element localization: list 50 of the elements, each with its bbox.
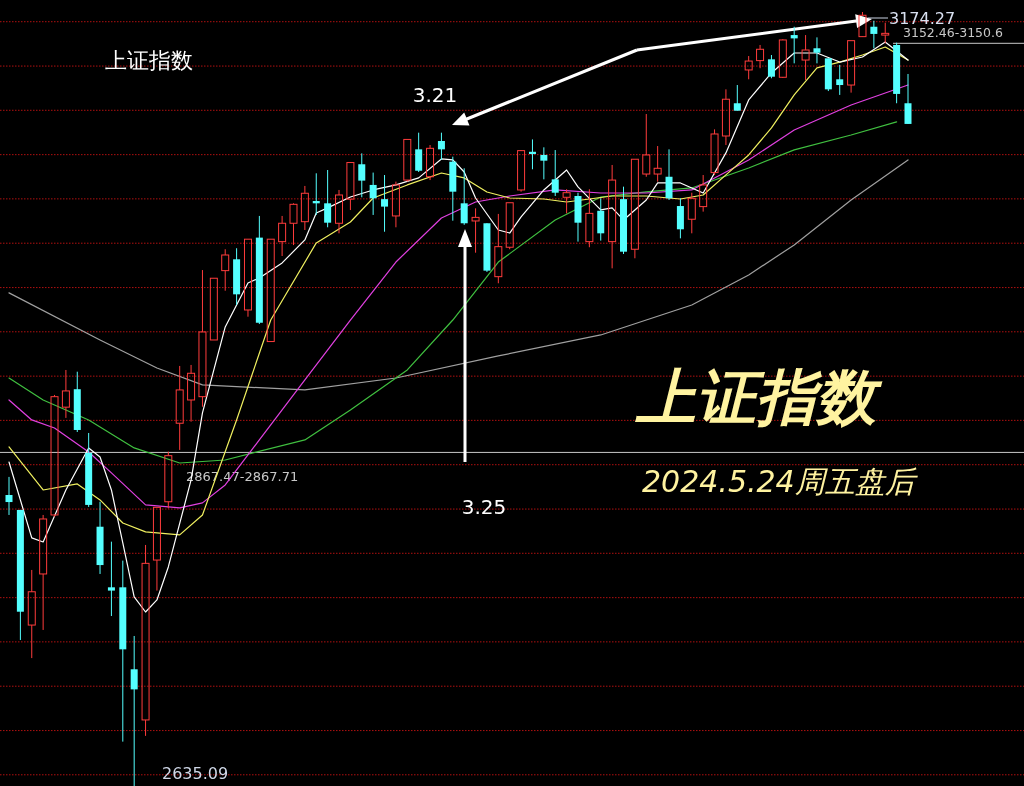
candlestick xyxy=(391,181,400,228)
candlestick xyxy=(813,36,821,64)
candlestick xyxy=(551,149,559,197)
candlestick xyxy=(904,73,912,125)
candlestick xyxy=(801,34,810,81)
candlestick xyxy=(278,215,287,257)
candlestick xyxy=(540,146,548,180)
candlestick xyxy=(5,476,13,516)
ref-line-label: 3152.46-3150.6 xyxy=(903,25,1003,41)
annotation: 2635.09 xyxy=(162,764,229,783)
candlestick xyxy=(300,185,309,231)
annotation: 3.21 xyxy=(412,83,458,107)
candlestick xyxy=(665,148,673,201)
candlestick xyxy=(597,197,605,242)
candlestick xyxy=(198,269,207,408)
candlestick xyxy=(790,26,798,64)
candlestick xyxy=(358,152,366,198)
candlestick xyxy=(870,20,878,49)
candlestick xyxy=(39,514,48,631)
candlestick xyxy=(699,174,708,213)
text: 上证指数 xyxy=(105,48,193,73)
candlestick xyxy=(426,144,435,181)
candlestick xyxy=(141,544,150,737)
candlestick xyxy=(721,88,730,146)
candlestick xyxy=(836,64,844,96)
annotation: 3174.27 xyxy=(889,9,956,28)
candlestick xyxy=(608,164,617,269)
candlestick xyxy=(676,197,684,239)
annotation: 上证指数 xyxy=(634,362,883,432)
candlestick xyxy=(107,541,115,617)
candlestick xyxy=(437,132,445,161)
candlestick xyxy=(130,635,138,786)
candlestick xyxy=(324,169,332,228)
candlestick xyxy=(187,364,196,423)
candlestick xyxy=(562,188,571,214)
candlestick xyxy=(289,203,298,246)
candlestick xyxy=(61,369,70,419)
candlestick xyxy=(335,189,344,234)
text: 2024.5.24周五盘后 xyxy=(642,464,918,499)
candlestick xyxy=(471,207,480,254)
candlestick xyxy=(369,172,377,216)
candlestick xyxy=(27,569,36,659)
candlestick xyxy=(415,132,423,173)
candlestick xyxy=(460,167,468,226)
candlestick xyxy=(175,365,184,451)
candlestick xyxy=(767,54,775,79)
annotation: 3.25 xyxy=(461,495,507,519)
candlestick xyxy=(381,174,389,233)
candlestick xyxy=(733,84,741,112)
candlestick xyxy=(756,44,765,69)
